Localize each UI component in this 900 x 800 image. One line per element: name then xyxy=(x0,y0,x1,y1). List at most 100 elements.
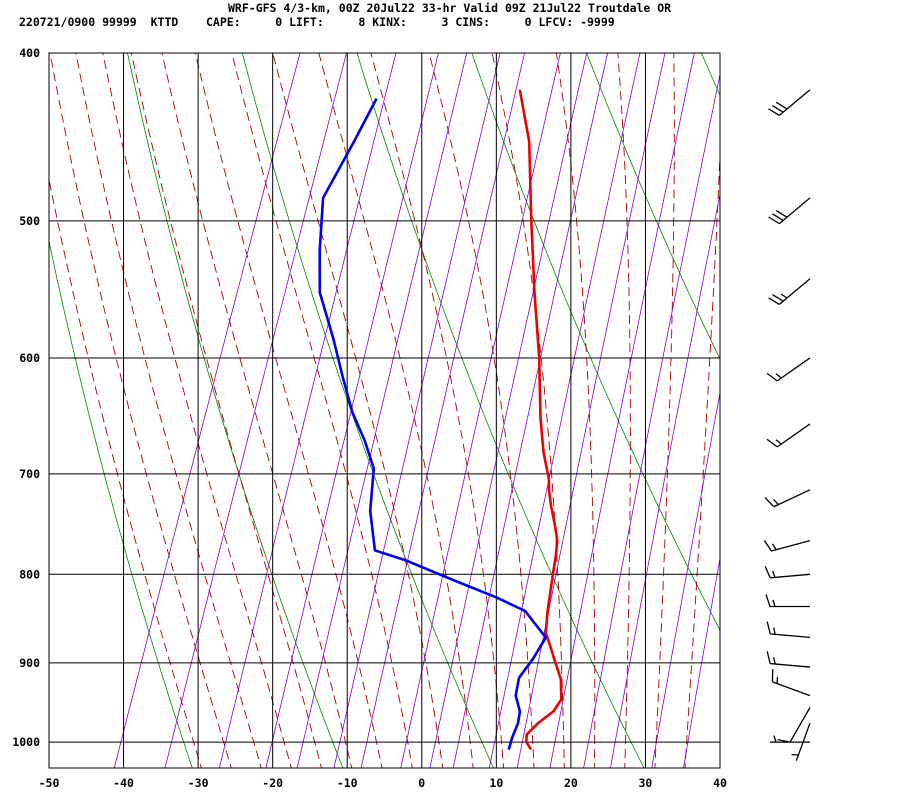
wind-barbs xyxy=(763,89,811,761)
barb-staff xyxy=(776,357,811,382)
temperature-tick-label: 40 xyxy=(713,776,727,790)
wind-barb xyxy=(766,357,811,382)
lfcv-value: -9999 xyxy=(580,15,615,29)
wind-barb xyxy=(768,197,811,225)
barb-half-feather xyxy=(780,293,788,299)
barb-staff xyxy=(770,573,811,579)
wind-barb xyxy=(768,278,811,305)
barb-staff xyxy=(778,197,811,225)
moist-adiabat xyxy=(194,53,383,768)
barb-feather xyxy=(768,216,780,225)
dry-adiabat xyxy=(241,53,494,768)
dry-adiabat xyxy=(798,14,900,786)
dry-adiabat xyxy=(49,239,193,768)
pressure-tick-label: 800 xyxy=(19,567,40,581)
cins-value: 0 xyxy=(524,15,532,29)
dry-adiabat xyxy=(700,53,720,97)
dry-adiabat xyxy=(471,53,720,632)
barb-staff xyxy=(789,707,811,743)
temperature-tick-labels: -50 -40 -30 -20 -10 0 10 20 30 40 xyxy=(39,776,727,790)
wind-barb xyxy=(763,540,811,552)
mixing-ratio-line xyxy=(333,53,501,768)
barb-staff xyxy=(772,681,811,697)
grid-lines xyxy=(48,52,721,768)
lift-value: 8 xyxy=(358,15,366,29)
mixing-ratio-line xyxy=(400,53,561,768)
barb-feather xyxy=(768,108,780,116)
pressure-tick-label: 700 xyxy=(19,467,40,481)
wind-barb xyxy=(766,651,811,668)
chart-title: WRF-GFS 4/3-km, 00Z 20Jul22 33-hr Valid … xyxy=(228,1,672,15)
kinx-label: KINX: xyxy=(372,15,407,29)
barb-feather xyxy=(775,101,788,110)
pressure-tick-labels: 400 500 600 700 800 900 1000 xyxy=(12,46,40,749)
temperature-tick-label: 10 xyxy=(489,776,503,790)
barb-half-feather xyxy=(775,439,782,445)
mixing-ratio-line xyxy=(583,72,720,768)
temperature-tick-label: -30 xyxy=(188,776,209,790)
plot-frame xyxy=(48,52,721,769)
mixing-ratio-line xyxy=(360,53,526,768)
wind-barb xyxy=(765,594,810,608)
dry-adiabat xyxy=(356,53,645,768)
mixing-ratio-line xyxy=(113,53,301,768)
barb-feather xyxy=(772,294,784,302)
mixing-ratio-line xyxy=(164,53,347,768)
cins-label: CINS: xyxy=(455,15,490,29)
barb-feather xyxy=(772,213,784,221)
barb-staff xyxy=(773,489,811,508)
barb-feather xyxy=(765,594,771,607)
mixing-ratio-line xyxy=(683,556,720,768)
lift-label: LIFT: xyxy=(289,15,324,29)
barb-feather xyxy=(764,565,771,579)
moist-adiabat xyxy=(684,144,720,768)
temperature-tick-label: -10 xyxy=(337,776,358,790)
moist-adiabat xyxy=(49,53,232,768)
mixing-ratio-line xyxy=(218,53,397,768)
temperature-tick-label: 0 xyxy=(418,776,425,790)
barb-staff xyxy=(771,540,811,552)
mixing-ratio-line xyxy=(452,53,609,768)
moist-adiabat xyxy=(130,53,322,768)
barb-half-feather xyxy=(772,543,777,551)
pressure-tick-label: 900 xyxy=(19,656,40,670)
moist-adiabat xyxy=(370,53,505,768)
mixing-ratio-line xyxy=(609,192,720,768)
moist-adiabat xyxy=(231,53,413,768)
moist-adiabat xyxy=(555,53,596,768)
cape-label: CAPE: xyxy=(206,15,241,29)
mixing-ratio-line xyxy=(651,390,720,768)
mixing-ratio-line xyxy=(296,53,468,768)
barb-half-feather xyxy=(773,627,776,635)
mixing-ratio-line xyxy=(549,53,695,768)
mixing-ratio-line xyxy=(429,53,588,768)
pressure-tick-label: 600 xyxy=(19,351,40,365)
temperature-tick-label: -40 xyxy=(113,776,134,790)
wind-barb xyxy=(764,565,811,579)
temperature-tick-label: -20 xyxy=(262,776,283,790)
pressure-tick-label: 500 xyxy=(19,214,40,228)
barb-half-feather xyxy=(773,657,776,665)
barb-half-feather xyxy=(773,735,777,743)
barb-staff xyxy=(776,423,811,448)
barb-feather xyxy=(775,210,788,218)
temperature-tick-label: -50 xyxy=(39,776,60,790)
temperature-profile xyxy=(518,89,563,751)
moist-adiabat xyxy=(49,177,202,768)
barb-feather xyxy=(768,297,780,305)
barb-feather xyxy=(766,438,778,448)
barb-feather xyxy=(763,540,772,552)
lfcv-label: LFCV: xyxy=(538,15,574,29)
wind-barb xyxy=(771,669,811,697)
moist-adiabat xyxy=(654,53,675,768)
cape-value: 0 xyxy=(275,15,283,29)
kinx-value: 3 xyxy=(441,15,449,29)
wind-barb xyxy=(766,621,811,639)
barb-half-feather xyxy=(773,499,779,506)
wind-barb xyxy=(764,489,811,508)
mixing-ratio-line xyxy=(516,53,666,768)
barb-half-feather xyxy=(775,373,782,379)
dry-adiabat xyxy=(586,53,720,360)
dewpoint-profile xyxy=(318,97,548,750)
